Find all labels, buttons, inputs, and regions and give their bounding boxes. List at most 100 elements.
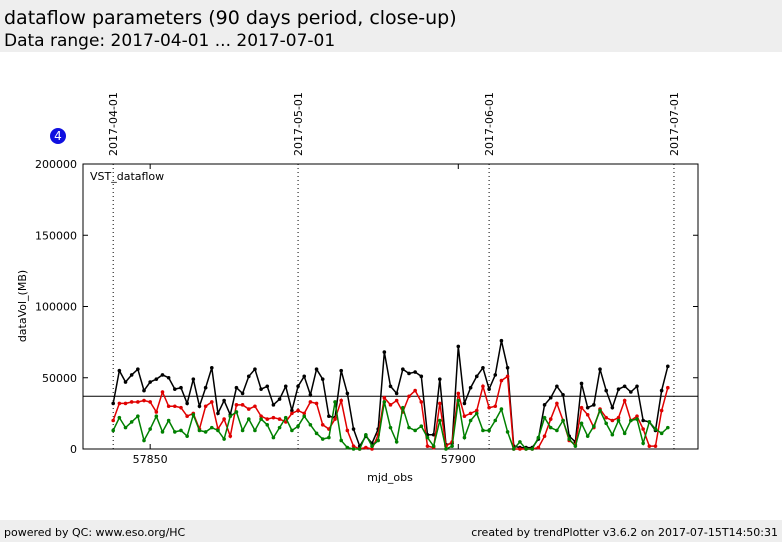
data-point (271, 435, 276, 440)
data-point (314, 367, 319, 372)
data-point (419, 374, 424, 379)
data-point (579, 421, 584, 426)
data-point (246, 417, 251, 421)
data-point (487, 405, 491, 410)
data-point (382, 350, 387, 354)
data-point (209, 400, 214, 404)
data-point (290, 411, 294, 416)
data-point (548, 395, 553, 400)
data-point (154, 414, 159, 419)
data-point (173, 387, 177, 391)
data-point (462, 435, 467, 440)
data-point (641, 427, 645, 431)
data-point (561, 393, 565, 397)
data-point (277, 425, 282, 430)
data-point (579, 381, 584, 386)
data-point (542, 415, 547, 420)
data-point (635, 414, 639, 419)
data-point (585, 405, 590, 410)
data-point (166, 404, 171, 409)
data-point (308, 393, 313, 397)
data-point (117, 415, 122, 420)
data-point (468, 385, 473, 390)
data-point (240, 391, 245, 396)
data-point (277, 397, 282, 401)
data-point (173, 430, 177, 434)
y-tick-label: 150000 (35, 229, 77, 242)
data-point (653, 444, 658, 448)
data-point (351, 427, 356, 431)
data-point (117, 401, 122, 406)
data-point (450, 444, 454, 448)
data-point (610, 405, 615, 410)
data-point (203, 404, 208, 409)
data-point (394, 440, 399, 444)
data-point (592, 424, 596, 429)
data-point (123, 380, 128, 384)
data-point (234, 403, 239, 407)
data-point (351, 447, 356, 451)
data-point (364, 432, 368, 437)
y-tick-label: 100000 (35, 301, 77, 314)
data-point (203, 385, 208, 390)
data-point (585, 413, 590, 417)
data-point (474, 408, 479, 413)
data-point (203, 430, 208, 434)
data-point (370, 444, 374, 448)
data-point (185, 434, 189, 438)
data-point (604, 421, 608, 426)
data-point (259, 414, 263, 419)
data-point (431, 444, 436, 448)
data-point (296, 384, 300, 389)
data-point (320, 437, 325, 441)
data-point (567, 437, 572, 441)
data-point (333, 400, 337, 404)
data-point (185, 401, 189, 406)
data-point (659, 431, 664, 436)
data-point (160, 390, 165, 394)
data-point (536, 445, 541, 450)
data-point (259, 417, 263, 421)
data-point (345, 391, 350, 396)
data-point (191, 413, 196, 417)
page-title: dataflow parameters (90 days period, clo… (4, 7, 457, 29)
data-point (388, 425, 393, 430)
data-point (179, 428, 183, 433)
footer-right: created by trendPlotter v3.6.2 on 2017-0… (471, 526, 778, 539)
footer-band (0, 520, 782, 542)
data-point (117, 368, 122, 373)
data-point (308, 400, 313, 404)
data-point (437, 418, 442, 423)
data-point (345, 445, 350, 450)
data-point (474, 374, 479, 379)
data-point (382, 400, 387, 404)
data-point (382, 395, 387, 400)
data-point (364, 445, 368, 450)
data-point (253, 404, 257, 409)
badge-label: 4 (54, 129, 62, 143)
y-tick-label: 0 (70, 443, 77, 456)
data-point (425, 435, 430, 440)
date-label: 2017-05-01 (292, 92, 305, 156)
data-point (253, 367, 257, 372)
data-point (604, 415, 608, 420)
data-point (505, 365, 510, 370)
data-point (413, 428, 417, 433)
data-point (493, 418, 498, 423)
data-point (222, 398, 226, 403)
data-point (129, 420, 134, 424)
data-point (548, 425, 553, 430)
data-point (111, 418, 115, 423)
data-point (376, 438, 380, 443)
data-point (462, 401, 467, 406)
data-point (635, 384, 639, 389)
data-point (234, 410, 239, 414)
data-point (462, 414, 467, 419)
data-point (456, 344, 461, 349)
x-axis-label: mjd_obs (367, 471, 413, 484)
data-point (357, 447, 362, 451)
y-tick-label: 200000 (35, 158, 77, 171)
data-point (647, 420, 652, 424)
data-point (592, 403, 596, 407)
date-label: 2017-06-01 (483, 92, 496, 156)
